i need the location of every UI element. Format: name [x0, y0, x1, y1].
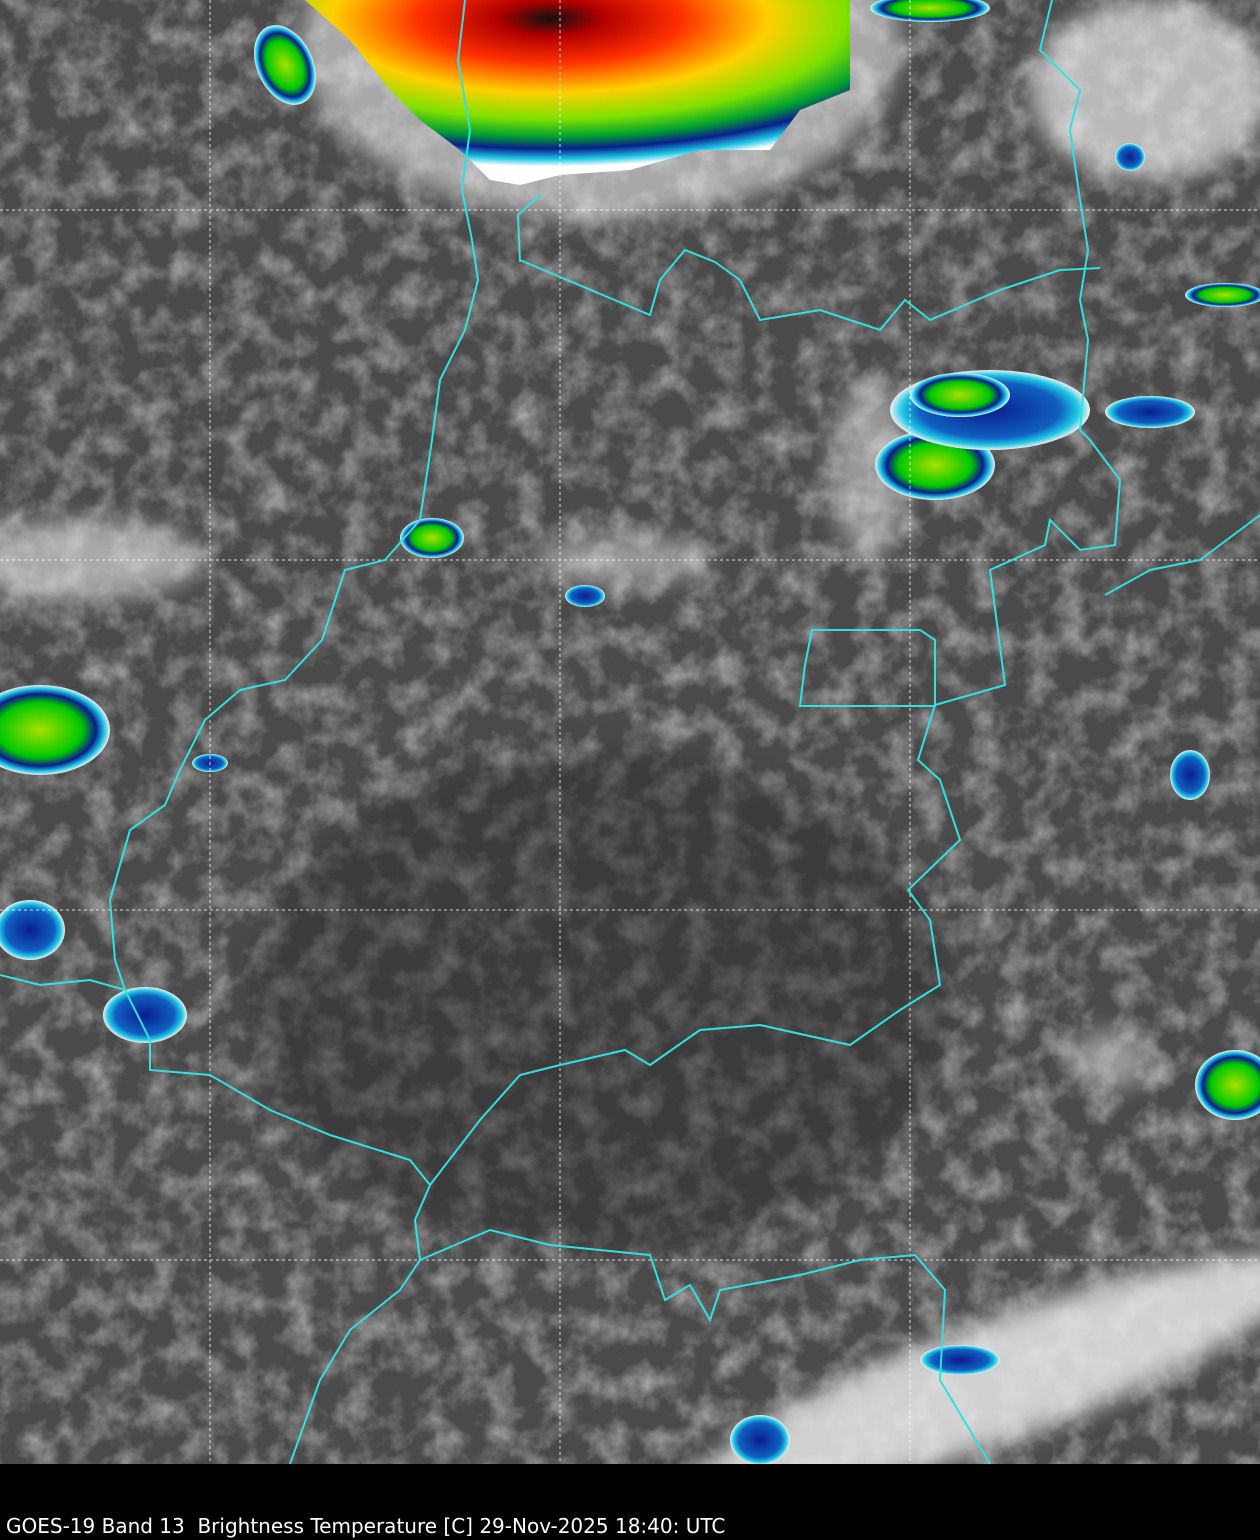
border-north — [519, 248, 1101, 332]
darker-region — [250, 750, 950, 1250]
federal-district-outline — [798, 629, 936, 707]
border-east — [1104, 514, 1260, 596]
lat-lon-grid — [0, 0, 1260, 1464]
image-caption: GOES-19 Band 13 Brightness Temperature [… — [6, 1514, 726, 1538]
satellite-map — [0, 0, 1260, 1464]
cold-cloud-tops — [0, 0, 1260, 1464]
political-borders — [0, 0, 1260, 1464]
border-northwest-branch — [516, 194, 541, 263]
border-central — [429, 0, 1122, 1186]
border-west — [108, 0, 480, 1464]
border-southwest — [0, 974, 126, 991]
border-south — [419, 1228, 991, 1464]
